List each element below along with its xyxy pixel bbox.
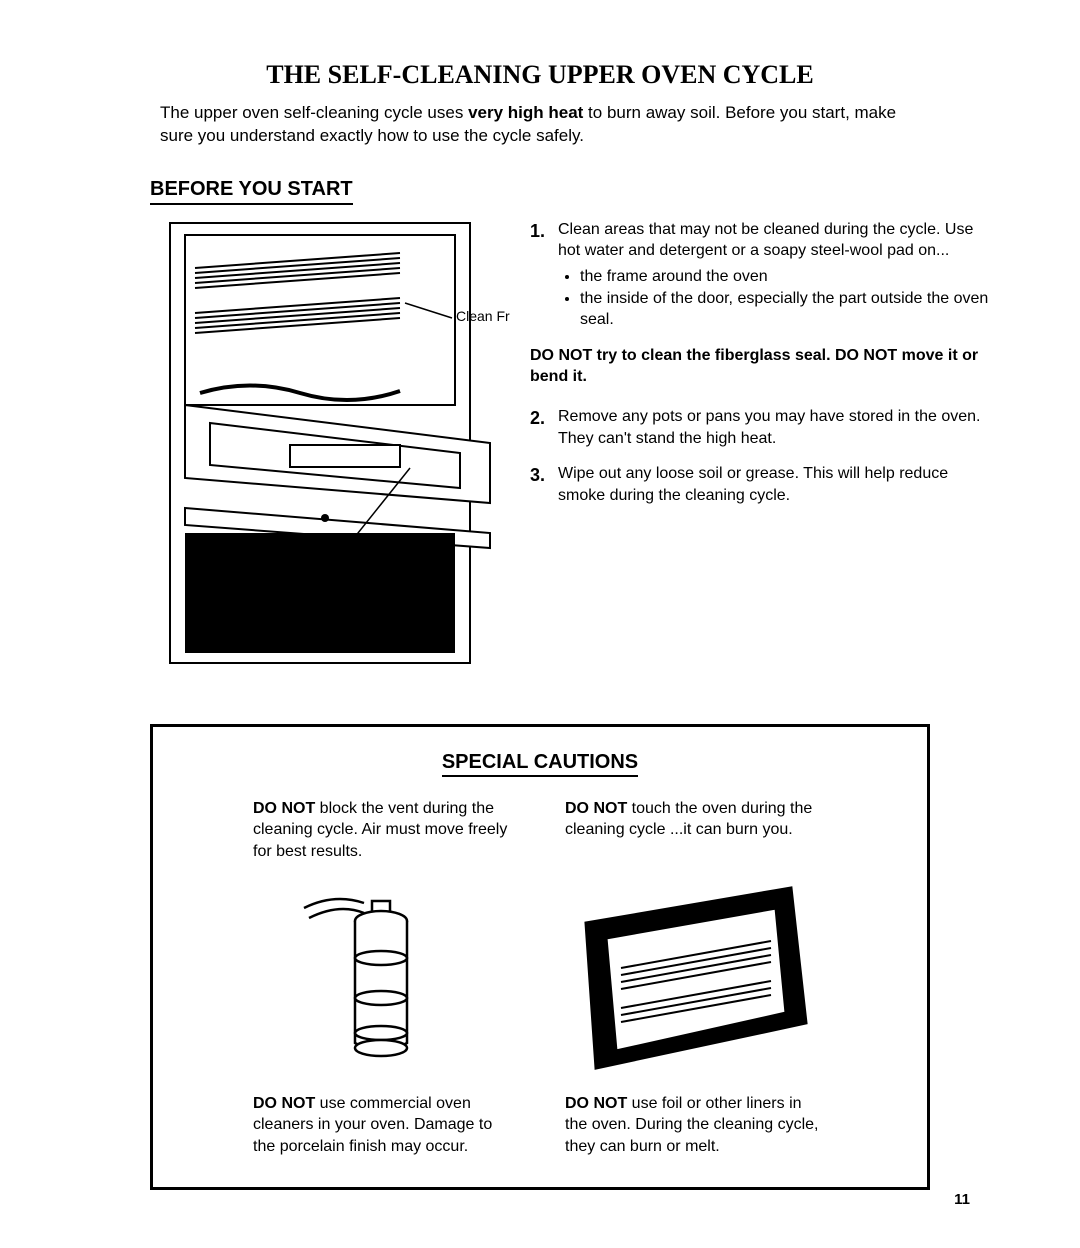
caution-1-bold: DO NOT xyxy=(253,800,315,817)
step-3: 3. Wipe out any loose soil or grease. Th… xyxy=(530,463,990,506)
step-1-num: 1. xyxy=(530,219,550,331)
step-3-num: 3. xyxy=(530,463,550,506)
intro-bold: very high heat xyxy=(468,103,583,122)
caution-3: DO NOT use commercial oven cleaners in y… xyxy=(253,1093,515,1158)
oven-diagram: Clean Frame Clean Door xyxy=(150,213,510,694)
cautions-heading: SPECIAL CAUTIONS xyxy=(193,751,887,774)
caution-1: DO NOT block the vent during the cleanin… xyxy=(253,798,515,863)
before-heading: BEFORE YOU START xyxy=(150,178,353,205)
step-2-text: Remove any pots or pans you may have sto… xyxy=(558,406,990,449)
caution-2: DO NOT touch the oven during the cleanin… xyxy=(565,798,827,863)
steps-column: 1. Clean areas that may not be cleaned d… xyxy=(530,213,990,694)
step-1-bullet-1: the frame around the oven xyxy=(580,266,990,288)
caution-4-bold: DO NOT xyxy=(565,1095,627,1112)
special-cautions-box: SPECIAL CAUTIONS DO NOT block the vent d… xyxy=(150,724,930,1191)
svg-text:Clean Frame: Clean Frame xyxy=(456,308,510,324)
page-number: 11 xyxy=(954,1191,970,1208)
caution-4: DO NOT use foil or other liners in the o… xyxy=(565,1093,827,1158)
intro-pre: The upper oven self-cleaning cycle uses xyxy=(160,103,468,122)
step-3-text: Wipe out any loose soil or grease. This … xyxy=(558,463,990,506)
step-2-num: 2. xyxy=(530,406,550,449)
step-1: 1. Clean areas that may not be cleaned d… xyxy=(530,219,990,331)
caution-2-bold: DO NOT xyxy=(565,800,627,817)
clean-door-label: Clean Door xyxy=(350,548,470,564)
spray-can-figure xyxy=(253,883,515,1073)
fiberglass-warning: DO NOT try to clean the fiberglass seal.… xyxy=(530,345,990,388)
caution-3-bold: DO NOT xyxy=(253,1095,315,1112)
step-1-bullet-2: the inside of the door, especially the p… xyxy=(580,288,990,331)
intro-paragraph: The upper oven self-cleaning cycle uses … xyxy=(160,102,920,148)
step-2: 2. Remove any pots or pans you may have … xyxy=(530,406,990,449)
page-title: THE SELF-CLEANING UPPER OVEN CYCLE xyxy=(90,60,990,90)
oven-interior-figure xyxy=(565,883,827,1073)
before-section: Clean Frame Clean Door 1. Clean areas th… xyxy=(150,213,990,694)
step-1-text: Clean areas that may not be cleaned duri… xyxy=(558,221,973,260)
